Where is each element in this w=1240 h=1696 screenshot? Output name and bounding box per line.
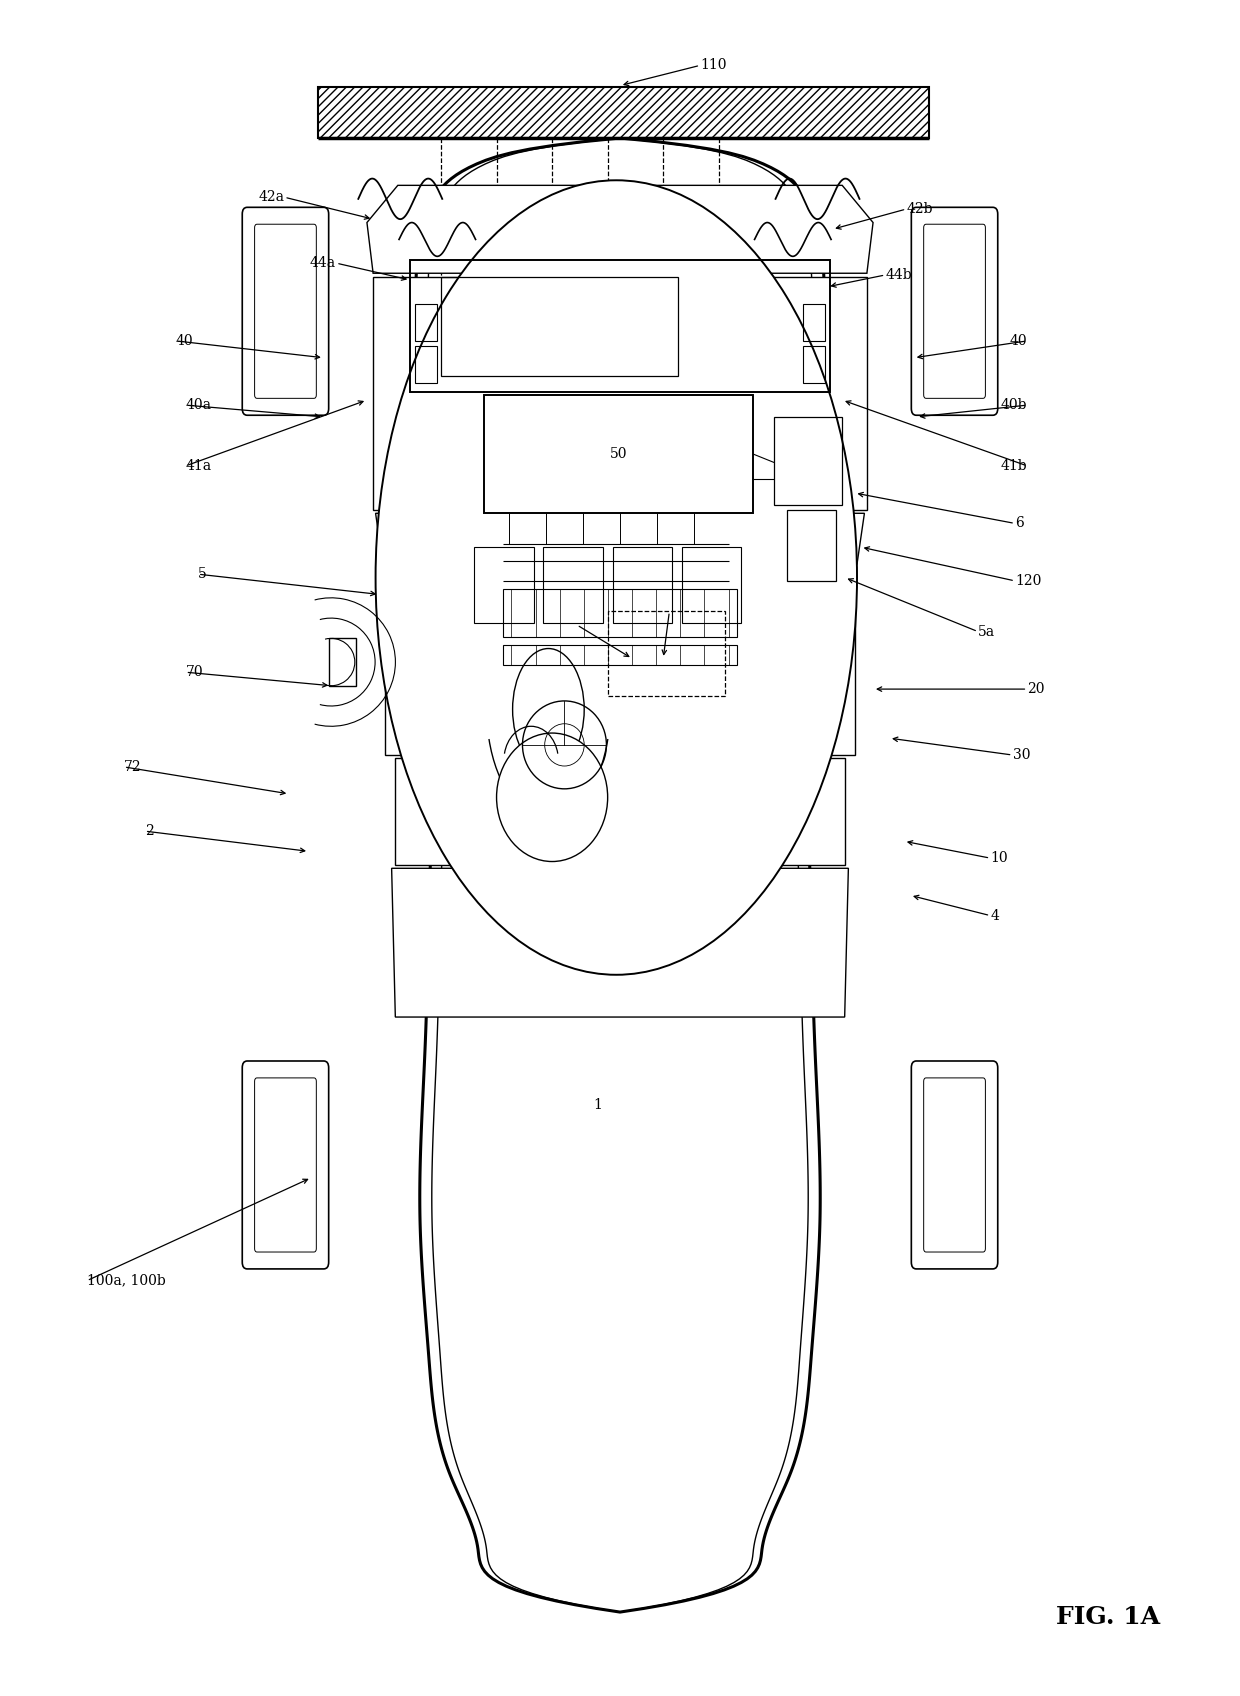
Bar bbox=[502, 590, 738, 636]
FancyBboxPatch shape bbox=[911, 1062, 998, 1269]
Text: 110: 110 bbox=[701, 58, 727, 73]
Polygon shape bbox=[410, 137, 830, 1613]
Text: 70: 70 bbox=[186, 665, 203, 678]
FancyBboxPatch shape bbox=[242, 1062, 329, 1269]
Text: 100a, 100b: 100a, 100b bbox=[87, 1274, 165, 1287]
Text: 40: 40 bbox=[1009, 334, 1028, 348]
Ellipse shape bbox=[496, 733, 608, 862]
Ellipse shape bbox=[376, 180, 857, 975]
Bar bbox=[613, 548, 672, 622]
Polygon shape bbox=[392, 868, 848, 1018]
Text: 2: 2 bbox=[145, 824, 154, 838]
Text: 5: 5 bbox=[198, 566, 207, 582]
Text: 44a: 44a bbox=[310, 256, 336, 270]
Bar bbox=[786, 510, 836, 582]
Polygon shape bbox=[376, 514, 864, 565]
Text: 6: 6 bbox=[1016, 517, 1024, 531]
Bar bbox=[484, 395, 754, 514]
Text: 120: 120 bbox=[1016, 573, 1042, 589]
Text: FIG. 1A: FIG. 1A bbox=[1055, 1604, 1159, 1630]
Ellipse shape bbox=[512, 648, 584, 770]
Text: 4: 4 bbox=[991, 909, 999, 923]
Text: 20: 20 bbox=[1028, 682, 1045, 695]
Bar bbox=[774, 417, 842, 505]
Bar bbox=[317, 86, 929, 137]
Text: 41b: 41b bbox=[1001, 460, 1028, 473]
FancyBboxPatch shape bbox=[911, 207, 998, 416]
Text: 42b: 42b bbox=[906, 202, 932, 215]
Polygon shape bbox=[396, 758, 844, 865]
Text: 5a: 5a bbox=[978, 624, 996, 639]
Text: 40b: 40b bbox=[1001, 399, 1028, 412]
Bar bbox=[415, 304, 438, 341]
Bar bbox=[475, 548, 533, 622]
FancyBboxPatch shape bbox=[242, 207, 329, 416]
Text: 50: 50 bbox=[610, 448, 627, 461]
Text: 41a: 41a bbox=[186, 460, 212, 473]
Bar bbox=[410, 259, 830, 392]
Bar bbox=[317, 86, 929, 137]
Text: 42a: 42a bbox=[258, 190, 284, 204]
Text: 72: 72 bbox=[124, 760, 141, 773]
Polygon shape bbox=[373, 276, 867, 510]
Bar bbox=[543, 548, 603, 622]
Text: 40: 40 bbox=[176, 334, 193, 348]
Text: 30: 30 bbox=[1013, 748, 1030, 762]
Bar bbox=[802, 304, 825, 341]
Text: 10: 10 bbox=[991, 851, 1008, 865]
Text: 40a: 40a bbox=[186, 399, 212, 412]
Bar bbox=[608, 611, 725, 695]
Polygon shape bbox=[386, 568, 854, 755]
Bar bbox=[441, 276, 678, 377]
Polygon shape bbox=[367, 185, 873, 273]
Bar bbox=[329, 638, 356, 685]
Bar bbox=[502, 644, 738, 665]
Text: 1: 1 bbox=[594, 1097, 603, 1113]
Bar bbox=[802, 346, 825, 383]
Bar bbox=[415, 346, 438, 383]
Bar bbox=[682, 548, 742, 622]
Text: 44b: 44b bbox=[885, 268, 913, 282]
